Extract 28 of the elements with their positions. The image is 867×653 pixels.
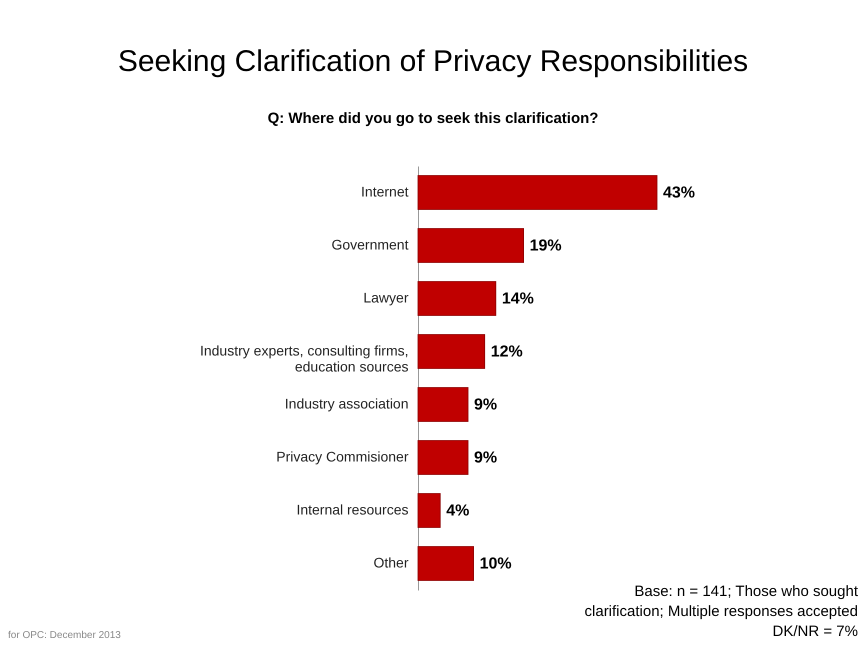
data-label: 4% — [446, 502, 470, 520]
y-tick-label: Other — [373, 554, 409, 570]
chart-title: Seeking Clarification of Privacy Responsibilities — [118, 45, 748, 78]
chart-subtitle: Q: Where did you go to seek this clarification? — [268, 110, 598, 127]
y-tick-label: Industry experts, consulting firms, education sources — [200, 342, 408, 374]
y-tick-label: Industry association — [284, 396, 408, 412]
data-label: 10% — [480, 556, 512, 572]
data-label: 12% — [490, 344, 523, 360]
bar — [418, 546, 474, 581]
bar — [418, 281, 496, 316]
data-label: 9% — [474, 396, 498, 414]
bar — [418, 175, 658, 210]
y-tick-label: Internal resources — [296, 502, 408, 518]
y-tick-label: Government — [331, 236, 409, 252]
bar — [418, 440, 468, 475]
bar — [418, 228, 524, 263]
y-tick-label: Privacy Commisioner — [276, 448, 409, 464]
data-label: 19% — [530, 238, 562, 254]
y-tick-label: Lawyer — [363, 290, 409, 306]
annotation: Base: n = 141; Those who sought clarification; Multiple responses accepted DK/NR = 7% — [584, 583, 859, 640]
text: for OPC: December 2013 — [8, 630, 122, 641]
data-label: 9% — [474, 450, 498, 466]
y-tick-label: Internet — [361, 184, 409, 200]
bar — [418, 334, 486, 369]
bar — [418, 493, 441, 528]
bar — [418, 387, 468, 422]
data-label: 14% — [502, 290, 534, 308]
data-label: 43% — [663, 184, 696, 202]
